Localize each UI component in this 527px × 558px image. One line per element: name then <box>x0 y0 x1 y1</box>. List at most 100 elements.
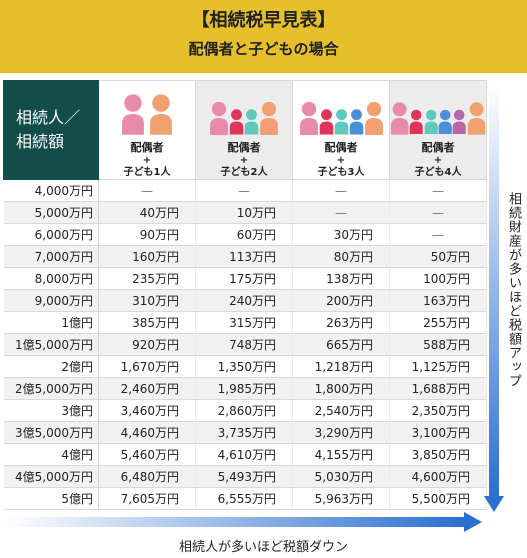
tax-cell: 2,540万円 <box>292 399 390 422</box>
column-header-2-line2: + <box>239 155 249 166</box>
table-row: 5,000万円 40万円 10万円 — — <box>3 201 487 224</box>
table-row: 9,000万円 310万円 240万円 200万円 163万円 <box>3 289 487 312</box>
family-icon <box>196 89 292 135</box>
tax-cell: 665万円 <box>292 333 390 356</box>
person-icon <box>467 102 486 135</box>
column-header-4-line1: 配偶者 <box>421 141 455 154</box>
row-label: 4億5,000万円 <box>3 465 99 488</box>
table-row: 8,000万円 235万円 175万円 138万円 100万円 <box>3 267 487 290</box>
tax-cell: 163万円 <box>389 289 487 312</box>
column-header-2-line1: 配偶者 <box>227 141 261 154</box>
person-icon <box>260 101 278 135</box>
person-icon <box>390 102 409 135</box>
tax-cell: — <box>292 201 390 224</box>
person-icon <box>244 109 259 135</box>
vertical-arrow <box>484 84 504 512</box>
tax-cell: 1,218万円 <box>292 355 390 378</box>
tax-cell: 3,290万円 <box>292 421 390 444</box>
tax-cell: 10万円 <box>195 201 293 224</box>
person-icon <box>210 101 228 135</box>
tax-cell: 3,850万円 <box>389 443 487 466</box>
tax-cell: 1,670万円 <box>98 355 196 378</box>
table-header-row: 相続人／ 相続額 配偶者 + 子ども1人 配偶者 + <box>3 80 487 180</box>
row-label: 5億円 <box>3 487 99 510</box>
person-icon <box>319 109 333 135</box>
tax-cell: 5,493万円 <box>195 465 293 488</box>
column-header-1-line2: + <box>142 155 152 166</box>
row-label: 8,000万円 <box>3 267 99 290</box>
tax-cell: 255万円 <box>389 311 487 334</box>
tax-cell: 200万円 <box>292 289 390 312</box>
horizontal-arrow <box>4 512 482 532</box>
table-row: 4,000万円 — — — — <box>3 179 487 202</box>
tax-cell: 30万円 <box>292 223 390 246</box>
tax-cell: 160万円 <box>98 245 196 268</box>
tax-cell: 1,800万円 <box>292 377 390 400</box>
tax-cell: 90万円 <box>98 223 196 246</box>
column-header-2-line3: 子ども2人 <box>220 167 268 178</box>
row-label: 1億円 <box>3 311 99 334</box>
table-row: 4億円 5,460万円 4,610万円 4,155万円 3,850万円 <box>3 443 487 466</box>
tax-cell: 3,460万円 <box>98 399 196 422</box>
person-icon <box>150 94 172 135</box>
row-label: 4億円 <box>3 443 99 466</box>
corner-label-line2: 相続額 <box>16 132 65 151</box>
column-header-4-line3: 子ども4人 <box>414 167 462 178</box>
tax-cell: 1,350万円 <box>195 355 293 378</box>
family-icon <box>99 89 195 135</box>
tax-cell: 588万円 <box>389 333 487 356</box>
table-row: 4億5,000万円 6,480万円 5,493万円 5,030万円 4,600万円 <box>3 465 487 488</box>
bottom-note: 相続人が多いほど税額ダウン <box>178 540 348 555</box>
tax-cell: — <box>389 201 487 224</box>
table-row: 2億円 1,670万円 1,350万円 1,218万円 1,125万円 <box>3 355 487 378</box>
person-icon <box>438 109 452 134</box>
table-row: 6,000万円 90万円 60万円 30万円 — <box>3 223 487 246</box>
row-label: 4,000万円 <box>3 179 99 202</box>
tax-cell: 138万円 <box>292 267 390 290</box>
tax-cell: 235万円 <box>98 267 196 290</box>
tax-cell: 5,963万円 <box>292 487 390 510</box>
column-header-4-line2: + <box>433 155 443 166</box>
row-label: 5,000万円 <box>3 201 99 224</box>
tax-cell: 5,030万円 <box>292 465 390 488</box>
person-icon <box>229 109 244 135</box>
page-subtitle: 配偶者と子どもの場合 <box>188 40 339 58</box>
table-row: 3億円 3,460万円 2,860万円 2,540万円 2,350万円 <box>3 399 487 422</box>
column-header-1-line3: 子ども1人 <box>123 167 171 178</box>
column-header-3: 配偶者 + 子ども3人 <box>292 80 390 180</box>
tax-cell: 100万円 <box>389 267 487 290</box>
table-row: 1億円 385万円 315万円 263万円 255万円 <box>3 311 487 334</box>
tax-table: 相続人／ 相続額 配偶者 + 子ども1人 配偶者 + <box>3 80 487 510</box>
tax-cell: 5,500万円 <box>389 487 487 510</box>
tax-cell: 7,605万円 <box>98 487 196 510</box>
tax-cell: 4,460万円 <box>98 421 196 444</box>
table-row: 7,000万円 160万円 113万円 80万円 50万円 <box>3 245 487 268</box>
person-icon <box>122 94 144 135</box>
tax-cell: — <box>98 179 196 202</box>
tax-cell: 2,460万円 <box>98 377 196 400</box>
tax-cell: 1,985万円 <box>195 377 293 400</box>
side-note: 相続財産が多いほど税額アップ <box>506 192 521 388</box>
table-row: 1億5,000万円 920万円 748万円 665万円 588万円 <box>3 333 487 356</box>
person-icon <box>334 109 348 135</box>
column-header-3-line1: 配偶者 <box>324 141 358 154</box>
person-icon <box>349 109 363 135</box>
page-title: 【相続税早見表】 <box>191 10 336 31</box>
tax-cell: 2,350万円 <box>389 399 487 422</box>
person-icon <box>364 101 383 135</box>
person-icon <box>409 109 423 134</box>
tax-cell: 748万円 <box>195 333 293 356</box>
tax-cell: 113万円 <box>195 245 293 268</box>
tax-cell: 5,460万円 <box>98 443 196 466</box>
tax-cell: 315万円 <box>195 311 293 334</box>
tax-cell: 920万円 <box>98 333 196 356</box>
tax-cell: — <box>389 223 487 246</box>
row-label: 2億円 <box>3 355 99 378</box>
tax-cell: 60万円 <box>195 223 293 246</box>
person-icon <box>424 109 438 134</box>
row-label: 2億5,000万円 <box>3 377 99 400</box>
tax-cell: 240万円 <box>195 289 293 312</box>
person-icon <box>453 109 467 134</box>
person-icon <box>299 101 318 135</box>
tax-cell: 4,610万円 <box>195 443 293 466</box>
